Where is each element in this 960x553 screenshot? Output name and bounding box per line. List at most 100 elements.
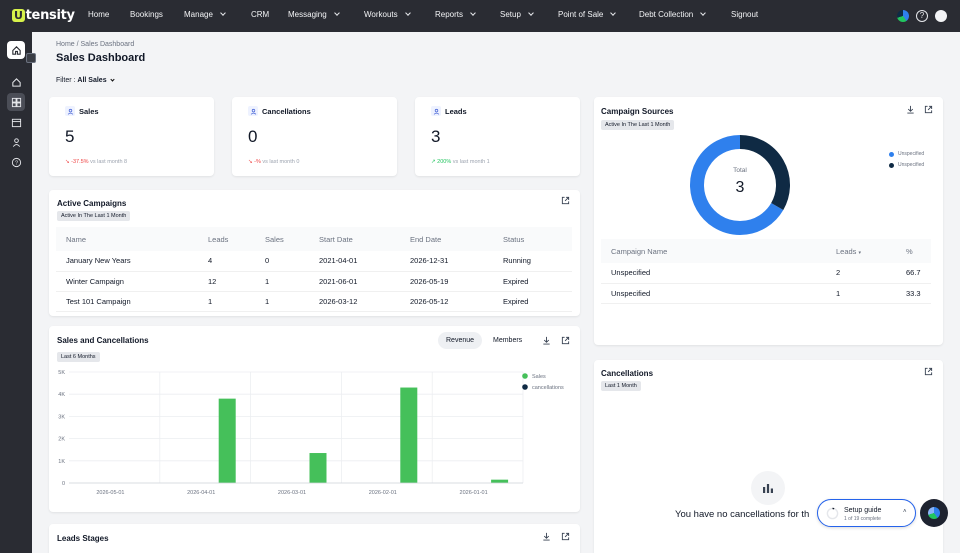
nav-label: Setup — [500, 10, 521, 19]
table-cell: Unspecified — [601, 283, 826, 304]
nav-label: Bookings — [130, 10, 163, 19]
tab-revenue[interactable]: Revenue — [438, 332, 483, 349]
sidebar: ? — [0, 32, 32, 553]
column-header: % — [896, 239, 931, 263]
nav-manage[interactable]: Manage — [184, 10, 226, 19]
stat-value: 5 — [65, 127, 75, 146]
table-row[interactable]: Unspecified 2 66.7 — [601, 263, 931, 284]
stat-label: Sales — [79, 107, 99, 116]
column-header-sortable[interactable]: Leads ▾ — [826, 239, 896, 263]
stat-foot-text: vs last month 8 — [90, 159, 128, 165]
nav-home[interactable]: Home — [88, 10, 109, 19]
external-link-icon[interactable] — [561, 196, 570, 205]
y-tick-label: 1K — [58, 459, 65, 465]
nav-crm[interactable]: CRM — [251, 10, 269, 19]
table-row[interactable]: Winter Campaign 12 1 2021-06-01 2026-05-19 Ex… — [56, 271, 572, 292]
x-tick-label: 2026-04-01 — [187, 490, 215, 496]
x-tick-label: 2026-03-01 — [278, 490, 306, 496]
table-cell: 33.3 — [896, 283, 931, 304]
nav-signout[interactable]: Signout — [731, 10, 758, 19]
nav-label: Messaging — [288, 10, 327, 19]
x-tick-label: 2026-05-01 — [96, 490, 124, 496]
time-range-chip: Last 6 Months — [57, 352, 100, 362]
y-tick-label: 4K — [58, 392, 65, 398]
breadcrumb: Home / Sales Dashboard — [56, 41, 135, 48]
calendar-icon — [11, 118, 21, 127]
table-row[interactable]: January New Years 4 0 2021-04-01 2026-12-31 R… — [56, 251, 572, 272]
chat-logo-icon[interactable] — [897, 10, 909, 22]
external-link-icon[interactable] — [561, 532, 570, 541]
nav-label: Reports — [435, 10, 464, 19]
stat-change: -% — [254, 159, 261, 165]
bar-sales[interactable] — [309, 453, 327, 483]
nav-messaging[interactable]: Messaging — [288, 10, 340, 19]
donut-slice[interactable] — [690, 135, 784, 235]
nav-bookings[interactable]: Bookings — [130, 10, 163, 19]
column-header: Sales — [255, 227, 309, 251]
empty-state-icon-wrap — [751, 471, 785, 505]
y-tick-label: 3K — [58, 414, 65, 420]
help-circle-icon: ? — [11, 157, 21, 167]
setup-guide-widget[interactable]: Setup guide 1 of 19 complete ˄ — [817, 499, 916, 527]
sidebar-home-button[interactable] — [7, 41, 25, 59]
nav-label: Point of Sale — [558, 10, 604, 19]
sidebar-item-calendar[interactable] — [7, 113, 25, 131]
nav-setup[interactable]: Setup — [500, 10, 534, 19]
legend-label[interactable]: Sales — [532, 374, 546, 380]
table-row[interactable]: Test 101 Campaign 1 1 2026-03-12 2026-05-12 E… — [56, 291, 572, 312]
legend-dot — [522, 373, 528, 379]
table-cell: 2026-05-19 — [400, 271, 493, 292]
svg-text:?: ? — [14, 160, 17, 166]
download-icon[interactable] — [906, 105, 915, 114]
bar-sales[interactable] — [491, 479, 509, 483]
filter-dropdown[interactable]: Filter : All Sales — [56, 77, 115, 84]
chevron-up-icon: ˄ — [903, 509, 907, 515]
chevron-down-icon — [700, 10, 707, 16]
setup-guide-title: Setup guide — [844, 507, 882, 514]
column-header-label: Leads — [836, 246, 857, 256]
table-cell: 1 — [198, 291, 255, 312]
external-link-icon[interactable] — [924, 367, 933, 376]
stat-card-sales: Sales 5 ↘ -37.5% vs last month 8 — [49, 97, 214, 176]
campaigns-table: Name Leads Sales Start Date End Date Status J… — [56, 227, 572, 312]
nav-debt-collection[interactable]: Debt Collection — [639, 10, 707, 19]
legend-item: Unspecified — [889, 162, 924, 168]
legend-label[interactable]: cancellations — [532, 385, 564, 391]
legend-dot — [522, 384, 528, 390]
sidebar-item-members[interactable] — [7, 133, 25, 151]
campaign-sources-table: Campaign Name Leads ▾ % Unspecified 2 66.7… — [601, 239, 931, 304]
nav-label: Home — [88, 10, 110, 19]
sidebar-item-home[interactable] — [7, 73, 25, 91]
download-icon[interactable] — [542, 532, 551, 541]
table-cell: Unspecified — [601, 263, 826, 284]
help-icon[interactable]: ? — [916, 10, 928, 22]
donut-slice[interactable] — [739, 135, 790, 210]
tab-members[interactable]: Members — [493, 337, 523, 344]
leads-stages-card: Leads Stages — [49, 524, 580, 553]
legend-dot — [889, 151, 894, 157]
users-icon — [65, 106, 75, 116]
sidebar-collapse-toggle[interactable] — [26, 53, 36, 63]
external-link-icon[interactable] — [561, 336, 570, 345]
chevron-down-icon — [333, 10, 340, 16]
card-title: Active Campaigns — [57, 199, 127, 208]
stat-card-leads: Leads 3 ↗ 200% vs last month 1 — [415, 97, 580, 176]
table-cell: 1 — [826, 283, 896, 304]
nav-reports[interactable]: Reports — [435, 10, 476, 19]
chat-launcher-button[interactable] — [920, 499, 948, 527]
nav-point-of-sale[interactable]: Point of Sale — [558, 10, 617, 19]
y-tick-label: 2K — [58, 437, 65, 443]
external-link-icon[interactable] — [924, 105, 933, 114]
legend-label: Unspecified — [898, 151, 925, 157]
sidebar-item-dashboard[interactable] — [7, 93, 25, 111]
nav-workouts[interactable]: Workouts — [364, 10, 411, 19]
leads-icon — [431, 106, 441, 116]
table-row[interactable]: Unspecified 1 33.3 — [601, 283, 931, 304]
bar-sales[interactable] — [400, 387, 418, 483]
bar-sales[interactable] — [218, 398, 236, 483]
download-icon[interactable] — [542, 336, 551, 345]
donut-total-label: Total — [733, 167, 747, 174]
user-avatar[interactable] — [935, 10, 947, 22]
sidebar-item-help[interactable]: ? — [7, 153, 25, 171]
